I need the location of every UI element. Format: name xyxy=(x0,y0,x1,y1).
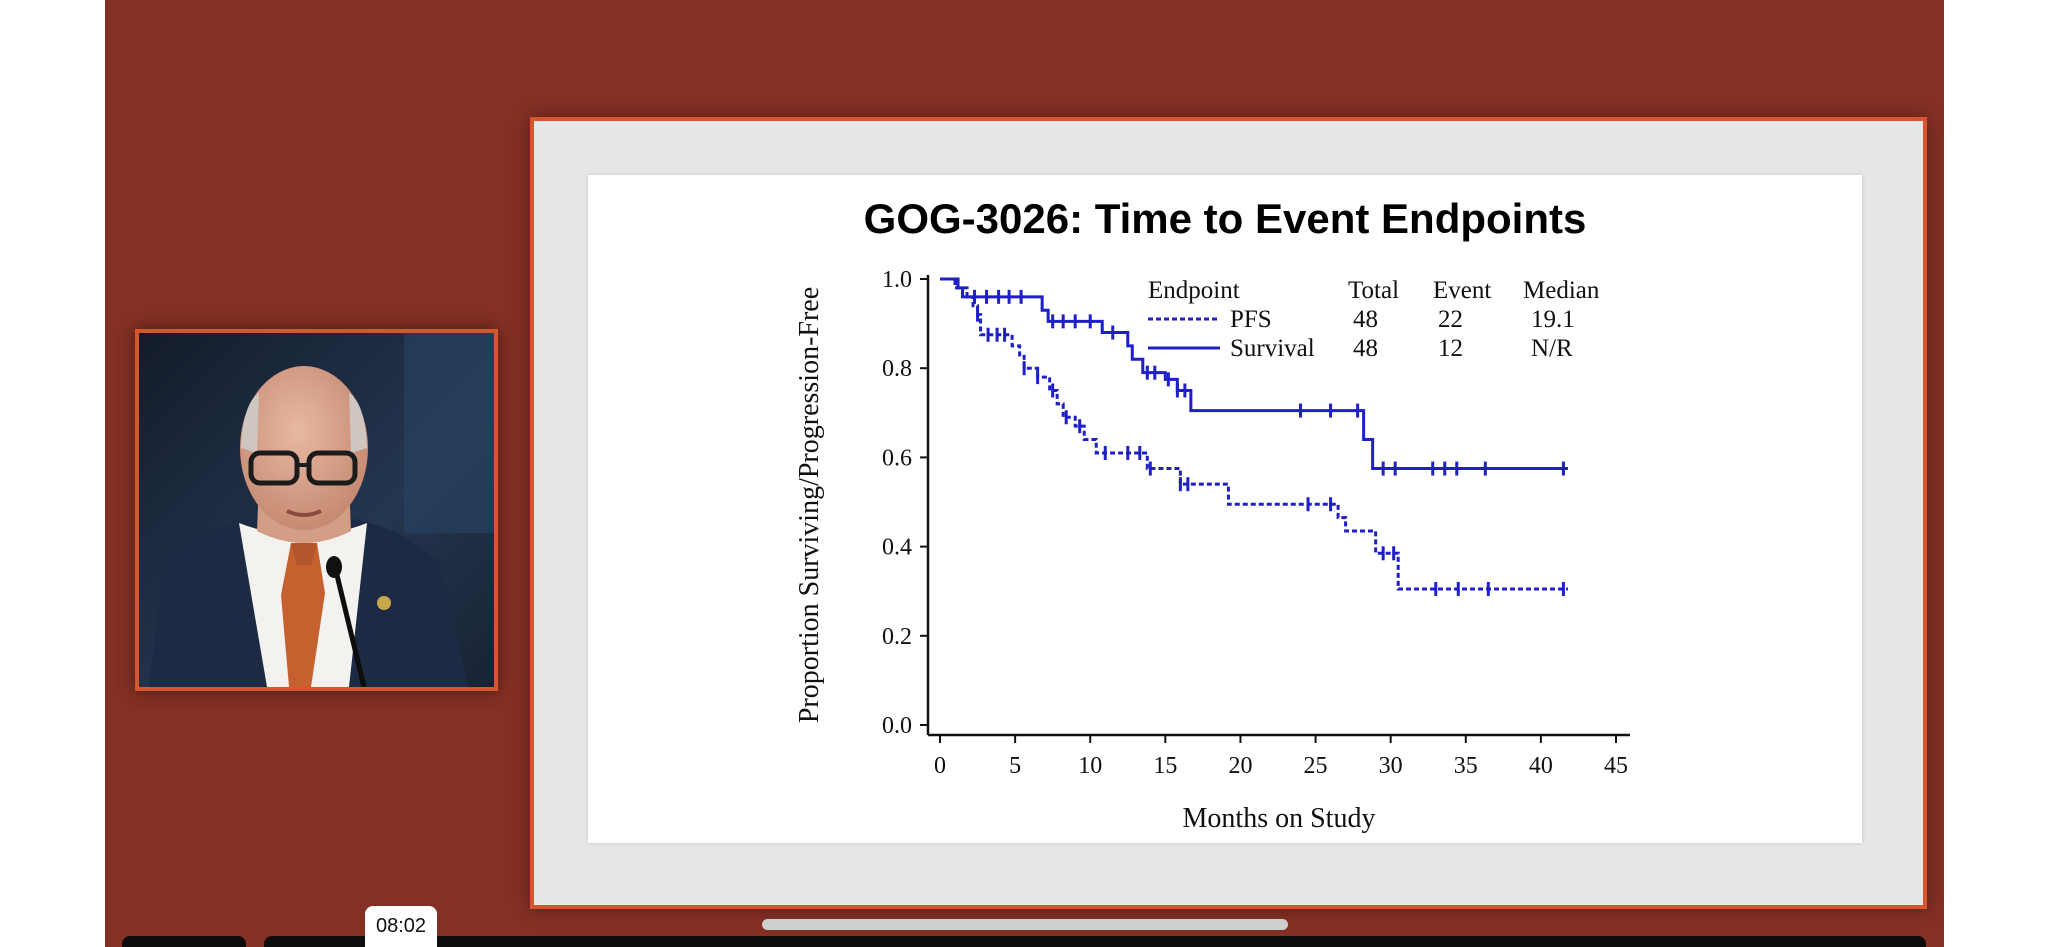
slide-title: GOG-3026: Time to Event Endpoints xyxy=(863,195,1587,242)
x-tick-label: 15 xyxy=(1153,753,1177,779)
player-control-bar-left[interactable] xyxy=(122,936,246,947)
x-tick-label: 20 xyxy=(1228,753,1252,779)
legend-cell: 19.1 xyxy=(1531,306,1575,333)
legend-header: Total xyxy=(1348,277,1399,304)
x-tick-label: 40 xyxy=(1529,753,1553,779)
legend-cell: PFS xyxy=(1230,306,1272,333)
y-tick-label: 0.6 xyxy=(882,445,912,471)
timestamp-tooltip: 08:02 xyxy=(365,906,437,947)
speaker-video xyxy=(135,329,498,691)
x-axis-title: Months on Study xyxy=(1183,803,1376,834)
x-tick-label: 10 xyxy=(1078,753,1102,779)
y-tick-label: 0.2 xyxy=(882,624,912,650)
x-tick-label: 25 xyxy=(1304,753,1328,779)
scroll-indicator[interactable] xyxy=(762,919,1288,930)
x-tick-label: 0 xyxy=(934,753,946,779)
legend-cell: 48 xyxy=(1353,335,1378,362)
legend-cell: 12 xyxy=(1438,335,1463,362)
y-tick-label: 0.8 xyxy=(882,356,912,382)
legend-header: Median xyxy=(1523,277,1600,304)
x-tick-label: 5 xyxy=(1009,753,1021,779)
y-tick-label: 1.0 xyxy=(882,267,912,293)
speaker-illustration xyxy=(139,333,494,687)
player-progress-bar[interactable] xyxy=(264,936,1926,947)
y-tick-label: 0.4 xyxy=(882,535,912,561)
legend-cell: Survival xyxy=(1230,335,1315,362)
y-tick-label: 0.0 xyxy=(882,713,912,739)
y-axis-title: Proportion Surviving/Progression-Free xyxy=(794,287,825,723)
kaplan-meier-chart: 0 5 10 15 20 25 30 35 40 45 0.0 0.2 0.4 0.6 0.8 1.0 Mont… xyxy=(794,267,1630,834)
presentation-slide: GOG-3026: Time to Event Endpoints 0 5 10 15… xyxy=(588,175,1862,843)
legend-cell: N/R xyxy=(1531,335,1573,362)
series-line-pfs xyxy=(940,277,1568,591)
legend-header: Endpoint xyxy=(1148,277,1240,304)
x-tick-label: 30 xyxy=(1379,753,1403,779)
legend-cell: 48 xyxy=(1353,306,1378,333)
series-line-survival xyxy=(940,277,1568,471)
x-tick-label: 45 xyxy=(1604,753,1628,779)
legend-header: Event xyxy=(1433,277,1491,304)
x-tick-label: 35 xyxy=(1454,753,1478,779)
legend-cell: 22 xyxy=(1438,306,1463,333)
